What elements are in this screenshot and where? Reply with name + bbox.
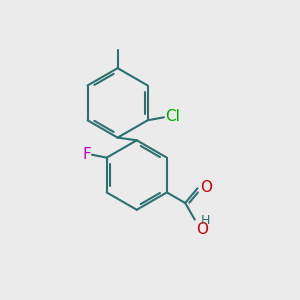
Text: O: O [200,180,212,195]
Text: H: H [201,214,211,227]
Text: O: O [196,222,208,237]
Text: F: F [82,147,91,162]
Text: Cl: Cl [165,109,180,124]
